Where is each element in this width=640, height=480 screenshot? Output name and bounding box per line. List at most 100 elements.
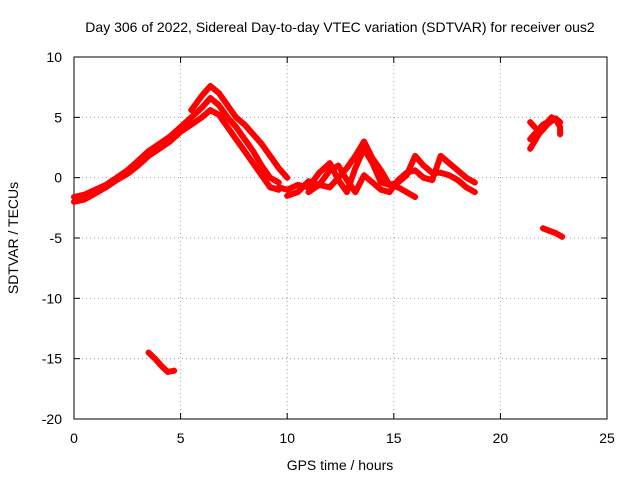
data-point (284, 192, 291, 199)
data-point (531, 131, 538, 138)
data-point (316, 169, 323, 176)
x-tick-label: 25 (599, 430, 615, 446)
data-point (177, 128, 184, 135)
data-point (267, 184, 274, 191)
data-point (544, 119, 551, 126)
data-point (446, 172, 453, 179)
data-point (71, 198, 77, 205)
data-point (224, 102, 231, 109)
data-point (258, 172, 265, 179)
plot-frame (73, 56, 608, 420)
data-point (258, 140, 265, 147)
series-main-band-c (188, 83, 291, 181)
data-point (369, 179, 376, 186)
data-point (250, 148, 257, 155)
data-point (403, 169, 410, 176)
data-point (395, 184, 402, 191)
data-point (188, 114, 195, 121)
data-point (352, 152, 359, 159)
data-point (198, 92, 205, 99)
y-tick-label: 5 (54, 109, 62, 125)
y-tick-label: 0 (54, 170, 62, 186)
data-point (540, 225, 547, 232)
data-point (294, 181, 301, 188)
series-main-band-a (71, 95, 282, 200)
data-point (360, 138, 367, 145)
x-tick-label: 10 (279, 430, 295, 446)
data-point (305, 178, 312, 185)
data-point (546, 227, 553, 234)
x-tick-label: 15 (386, 430, 402, 446)
data-point (395, 177, 402, 184)
data-point (403, 189, 410, 196)
data-point (412, 193, 419, 200)
data-point (152, 355, 159, 362)
data-point (471, 179, 478, 186)
x-axis-label: GPS time / hours (287, 457, 394, 473)
y-tick-label: -10 (42, 290, 62, 306)
data-point (233, 136, 240, 143)
data-point (241, 121, 248, 128)
data-point (527, 145, 534, 152)
data-point (343, 165, 350, 172)
data-point (540, 121, 547, 128)
data-point (559, 233, 566, 240)
data-point (454, 167, 461, 174)
y-tick-label: -5 (50, 230, 63, 246)
series-late-lower (540, 225, 566, 240)
data-point (326, 160, 333, 167)
data-marks (71, 82, 566, 375)
data-point (215, 111, 222, 118)
data-point (233, 114, 240, 121)
data-point (92, 190, 99, 197)
data-point (224, 123, 231, 130)
data-point (420, 162, 427, 169)
data-point (352, 165, 359, 172)
data-point (335, 174, 342, 181)
data-point (437, 169, 444, 176)
data-point (113, 177, 120, 184)
data-point (102, 184, 109, 191)
data-point (335, 162, 342, 169)
data-point (164, 368, 171, 375)
data-point (158, 362, 165, 369)
data-point (305, 189, 312, 196)
data-point (275, 165, 282, 172)
data-point (233, 123, 240, 130)
data-point (250, 160, 257, 167)
y-axis-label: SDTVAR / TECUs (5, 182, 21, 294)
data-point (386, 181, 393, 188)
data-point (166, 138, 173, 145)
data-point (145, 349, 152, 356)
data-point (326, 167, 333, 174)
series-middle-band-b (284, 152, 478, 199)
data-point (316, 181, 323, 188)
data-point (294, 189, 301, 196)
data-point (188, 121, 195, 128)
data-point (267, 174, 274, 181)
data-point (378, 186, 385, 193)
data-point (124, 171, 131, 178)
data-point (198, 104, 205, 111)
data-point (188, 107, 195, 114)
data-point (81, 196, 88, 203)
data-point (429, 177, 436, 184)
data-point (557, 131, 564, 138)
data-point (241, 148, 248, 155)
data-point (250, 131, 257, 138)
data-point (531, 123, 538, 130)
data-point (531, 138, 538, 145)
data-point (378, 167, 385, 174)
data-point (412, 167, 419, 174)
x-tick-label: 5 (177, 430, 185, 446)
y-tick-label: -20 (42, 411, 62, 427)
data-point (552, 230, 559, 237)
data-point (145, 152, 152, 159)
y-tick-label: 10 (46, 49, 62, 65)
x-tick-label: 20 (493, 430, 509, 446)
chart-title: Day 306 of 2022, Sidereal Day-to-day VTE… (85, 19, 595, 35)
data-point (134, 162, 141, 169)
data-point (284, 174, 291, 181)
data-point (463, 184, 470, 191)
data-point (557, 123, 564, 130)
